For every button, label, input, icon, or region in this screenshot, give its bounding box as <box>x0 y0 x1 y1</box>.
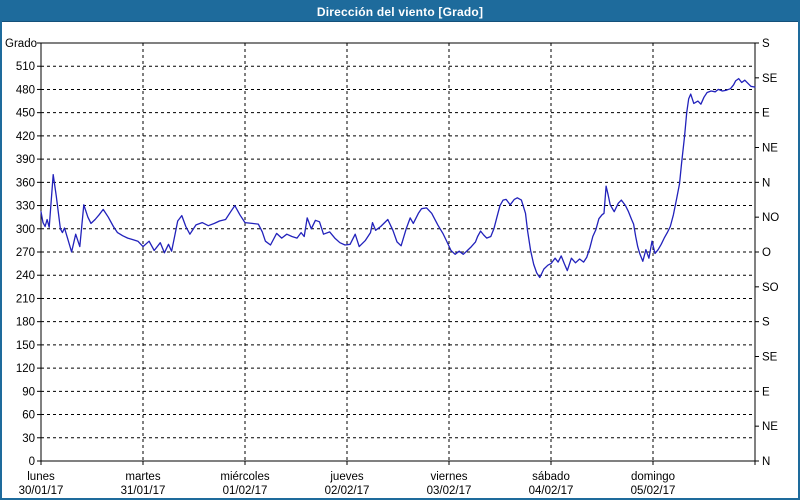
right-axis-tick-label: N <box>762 177 770 189</box>
x-axis-day-label: viernes <box>430 471 467 483</box>
right-axis-tick-label: SO <box>762 282 779 294</box>
y-axis-tick-label: 120 <box>16 363 35 375</box>
right-axis-tick-label: SE <box>762 73 778 85</box>
y-axis-tick-label: 450 <box>16 108 35 120</box>
x-axis-date-label: 05/02/17 <box>631 485 676 497</box>
right-axis-tick-label: NO <box>762 212 779 224</box>
x-axis-date-label: 30/01/17 <box>19 485 64 497</box>
y-axis-tick-label: 510 <box>16 61 35 73</box>
x-axis-day-label: domingo <box>631 471 675 483</box>
x-axis-date-label: 02/02/17 <box>325 485 370 497</box>
y-axis-tick-label: 480 <box>16 84 35 96</box>
y-axis-tick-label: 150 <box>16 340 35 352</box>
x-axis-date-label: 04/02/17 <box>529 485 574 497</box>
y-axis-tick-label: 90 <box>22 386 35 398</box>
right-axis-tick-label: O <box>762 247 771 259</box>
chart-title: Dirección del viento [Grado] <box>316 4 484 19</box>
x-axis-day-label: miércoles <box>220 471 269 483</box>
y-axis-tick-label: 420 <box>16 131 35 143</box>
right-axis-tick-label: NE <box>762 421 778 433</box>
y-axis-tick-label: 240 <box>16 270 35 282</box>
right-axis-tick-label: E <box>762 386 770 398</box>
y-axis-tick-label: 60 <box>22 410 35 422</box>
right-axis-tick-label: S <box>762 317 770 329</box>
right-axis-tick-label: NE <box>762 143 778 155</box>
right-axis-tick-label: S <box>762 38 770 50</box>
x-axis-day-label: lunes <box>27 471 55 483</box>
y-axis-tick-label: 210 <box>16 293 35 305</box>
x-axis-date-label: 31/01/17 <box>121 485 166 497</box>
right-axis-tick-label: SE <box>762 352 778 364</box>
y-axis-tick-label: 30 <box>22 433 35 445</box>
y-axis-tick-label: 300 <box>16 224 35 236</box>
chart-title-bar: Dirección del viento [Grado] <box>2 2 798 22</box>
chart-svg: 0 30 60 90 120 150 180 210 240 270 300 330 360 390 420… <box>5 38 779 497</box>
right-axis-tick-label: N <box>762 456 770 468</box>
y-axis-tick-label: 180 <box>16 317 35 329</box>
right-axis-tick-label: E <box>762 108 770 120</box>
wind-direction-line <box>40 77 756 279</box>
y-axis-tick-label: 390 <box>16 154 35 166</box>
y-axis-tick-label: 330 <box>16 201 35 213</box>
x-axis-date-label: 03/02/17 <box>427 485 472 497</box>
y-axis-tick-label: 270 <box>16 247 35 259</box>
y-axis-tick-label: 360 <box>16 177 35 189</box>
y-axis-title: Grado <box>5 38 37 50</box>
y-axis-tick-label: 0 <box>29 456 35 468</box>
x-axis-date-label: 01/02/17 <box>223 485 268 497</box>
x-axis-day-label: martes <box>125 471 160 483</box>
x-axis-day-label: sábado <box>532 471 570 483</box>
x-axis-day-label: jueves <box>329 471 363 483</box>
